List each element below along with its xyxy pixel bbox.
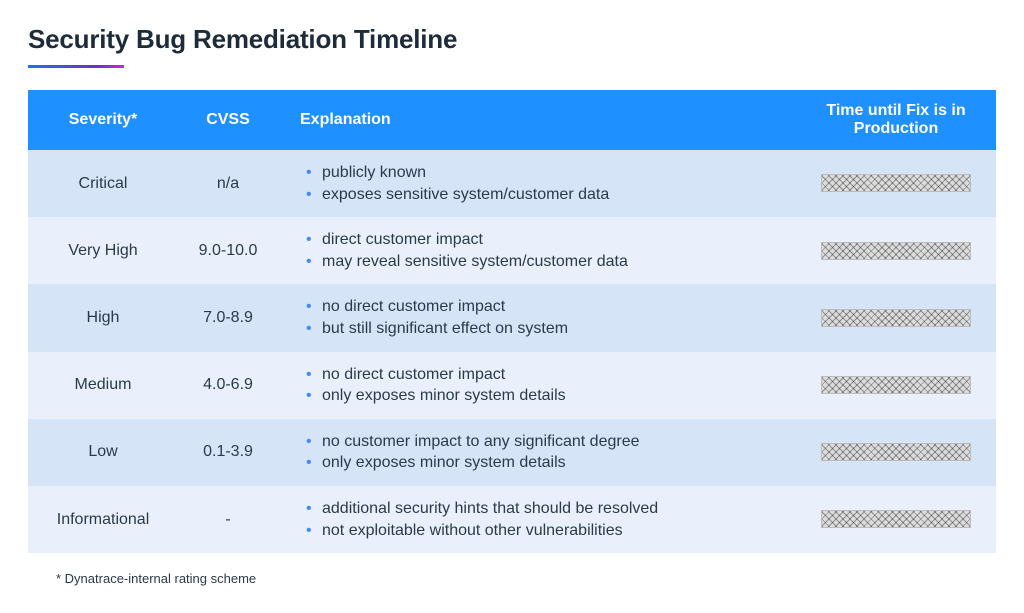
redacted-block (821, 443, 971, 461)
slide: Security Bug Remediation Timeline Severi… (0, 0, 1024, 602)
cell-time (796, 284, 996, 351)
explanation-item: may reveal sensitive system/customer dat… (306, 251, 786, 273)
table-header-row: Severity* CVSS Explanation Time until Fi… (28, 90, 996, 150)
cell-severity: Informational (28, 486, 178, 553)
explanation-list: direct customer impactmay reveal sensiti… (288, 229, 786, 272)
explanation-list: publicly knownexposes sensitive system/c… (288, 162, 786, 205)
cell-severity: Medium (28, 352, 178, 419)
page-title: Security Bug Remediation Timeline (28, 24, 996, 55)
cell-cvss: n/a (178, 150, 278, 217)
explanation-list: additional security hints that should be… (288, 498, 786, 541)
redacted-block (821, 510, 971, 528)
cell-cvss: 9.0-10.0 (178, 217, 278, 284)
table-row: Criticaln/apublicly knownexposes sensiti… (28, 150, 996, 217)
explanation-item: no customer impact to any significant de… (306, 431, 786, 453)
explanation-item: no direct customer impact (306, 296, 786, 318)
explanation-item: publicly known (306, 162, 786, 184)
explanation-item: only exposes minor system details (306, 452, 786, 474)
remediation-table: Severity* CVSS Explanation Time until Fi… (28, 90, 996, 553)
cell-severity: Critical (28, 150, 178, 217)
explanation-item: exposes sensitive system/customer data (306, 184, 786, 206)
table-row: High7.0-8.9no direct customer impactbut … (28, 284, 996, 351)
col-header-time: Time until Fix is in Production (796, 90, 996, 150)
table-body: Criticaln/apublicly knownexposes sensiti… (28, 150, 996, 553)
explanation-item: direct customer impact (306, 229, 786, 251)
cell-time (796, 217, 996, 284)
table-row: Medium4.0-6.9no direct customer impacton… (28, 352, 996, 419)
redacted-block (821, 174, 971, 192)
explanation-item: additional security hints that should be… (306, 498, 786, 520)
cell-severity: High (28, 284, 178, 351)
cell-explanation: publicly knownexposes sensitive system/c… (278, 150, 796, 217)
cell-severity: Low (28, 419, 178, 486)
cell-time (796, 150, 996, 217)
explanation-item: but still significant effect on system (306, 318, 786, 340)
col-header-explanation: Explanation (278, 90, 796, 150)
cell-explanation: no direct customer impactonly exposes mi… (278, 352, 796, 419)
footnote: * Dynatrace-internal rating scheme (56, 571, 996, 586)
table-row: Very High9.0-10.0direct customer impactm… (28, 217, 996, 284)
col-header-severity: Severity* (28, 90, 178, 150)
cell-time (796, 352, 996, 419)
col-header-cvss: CVSS (178, 90, 278, 150)
cell-cvss: 0.1-3.9 (178, 419, 278, 486)
cell-explanation: no direct customer impactbut still signi… (278, 284, 796, 351)
cell-time (796, 419, 996, 486)
cell-severity: Very High (28, 217, 178, 284)
table-row: Low0.1-3.9 no customer impact to any sign… (28, 419, 996, 486)
remediation-table-wrap: Severity* CVSS Explanation Time until Fi… (28, 90, 996, 553)
table-row: Informational- additional security hints … (28, 486, 996, 553)
explanation-list: no direct customer impactonly exposes mi… (288, 364, 786, 407)
explanation-item: only exposes minor system details (306, 385, 786, 407)
cell-time (796, 486, 996, 553)
explanation-list: no direct customer impactbut still signi… (288, 296, 786, 339)
explanation-item: not exploitable without other vulnerabil… (306, 520, 786, 542)
redacted-block (821, 376, 971, 394)
cell-cvss: - (178, 486, 278, 553)
cell-cvss: 7.0-8.9 (178, 284, 278, 351)
redacted-block (821, 242, 971, 260)
title-underline (28, 65, 124, 68)
cell-explanation: direct customer impactmay reveal sensiti… (278, 217, 796, 284)
cell-explanation: additional security hints that should be… (278, 486, 796, 553)
explanation-list: no customer impact to any significant de… (288, 431, 786, 474)
explanation-item: no direct customer impact (306, 364, 786, 386)
redacted-block (821, 309, 971, 327)
cell-explanation: no customer impact to any significant de… (278, 419, 796, 486)
cell-cvss: 4.0-6.9 (178, 352, 278, 419)
